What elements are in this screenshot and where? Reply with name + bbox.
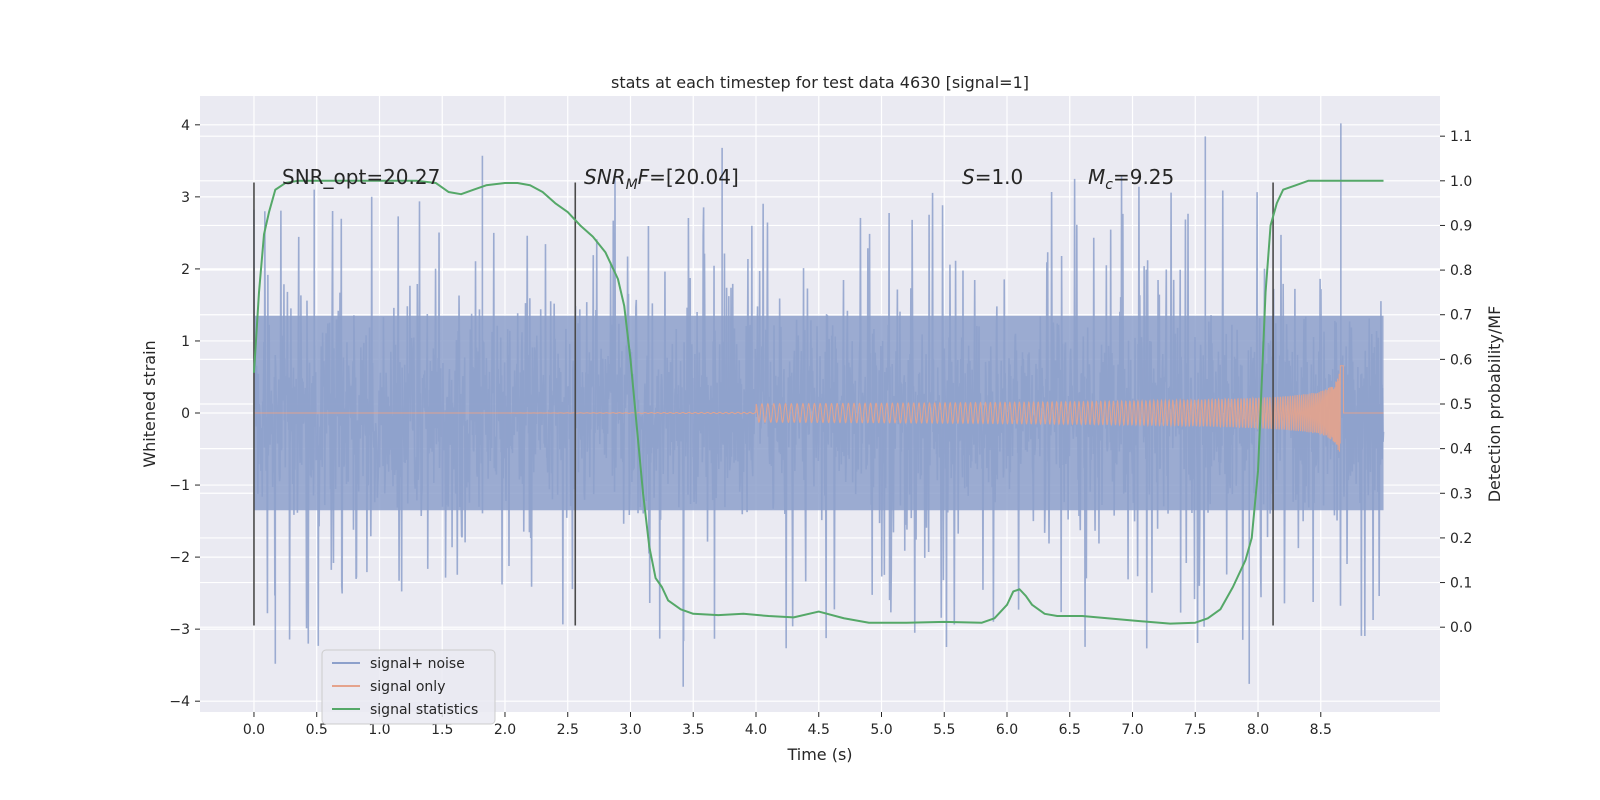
- y-right-tick-label: 0.2: [1450, 531, 1472, 547]
- annotation-snr-mf: SNRMF=[20.04]: [584, 165, 739, 193]
- x-tick-label: 0.0: [243, 722, 265, 738]
- y-left-tick-label: 0: [181, 406, 190, 422]
- y-left-tick-label: 4: [181, 118, 190, 134]
- y-left-tick-label: −2: [169, 550, 190, 566]
- x-tick-label: 0.5: [306, 722, 328, 738]
- x-tick-label: 7.0: [1121, 722, 1143, 738]
- y-left-tick-label: −4: [169, 694, 190, 710]
- tick-layer: 0.0 0.5 1.0 1.5 2.0 2.5 3.0 3.5 4.0 4.5 5.0 5.5 6.0 6…: [169, 118, 1472, 738]
- y-left-tick-label: −3: [169, 622, 190, 638]
- left-axis-label: Whitened strain: [140, 340, 159, 467]
- mc-base: M: [1088, 165, 1105, 189]
- x-tick-label: 1.5: [431, 722, 453, 738]
- x-tick-label: 3.5: [682, 722, 704, 738]
- x-tick-label: 7.5: [1184, 722, 1206, 738]
- y-right-tick-label: 1.0: [1450, 174, 1472, 190]
- y-right-tick-label: 0.8: [1450, 263, 1472, 279]
- y-right-tick-label: 0.7: [1450, 308, 1472, 324]
- signal-statistics-line: [252, 179, 1384, 625]
- x-tick-label: 4.5: [808, 722, 830, 738]
- y-right-tick-label: 0.5: [1450, 397, 1472, 413]
- y-right-tick-label: 0.1: [1450, 576, 1472, 592]
- annotation-mc: Mc=9.25: [1088, 165, 1174, 193]
- x-tick-label: 2.0: [494, 722, 516, 738]
- x-tick-label: 8.5: [1310, 722, 1332, 738]
- x-tick-label: 8.0: [1247, 722, 1269, 738]
- y-right-tick-label: 0.4: [1450, 442, 1472, 458]
- s-rest: =1.0: [975, 165, 1024, 189]
- x-tick-label: 1.0: [368, 722, 390, 738]
- snr-mf-rest: =[20.04]: [649, 165, 739, 189]
- y-left-tick-label: 2: [181, 262, 190, 278]
- legend-label-signal: signal only: [370, 679, 445, 695]
- snr-mf-sub: M: [626, 177, 638, 193]
- legend: signal+ noise signal only signal statist…: [321, 649, 496, 725]
- x-axis-label: Time (s): [786, 745, 852, 764]
- mc-sub: c: [1105, 177, 1113, 193]
- vertical-markers: [253, 182, 1274, 626]
- x-tick-label: 5.0: [870, 722, 892, 738]
- signal-only-series: [253, 365, 1384, 452]
- x-tick-label: 6.0: [996, 722, 1018, 738]
- x-tick-label: 5.5: [933, 722, 955, 738]
- legend-label-stats: signal statistics: [370, 702, 478, 718]
- legend-box: [321, 649, 496, 725]
- y-right-tick-label: 0.0: [1450, 620, 1472, 636]
- chart-title: stats at each timestep for test data 463…: [611, 73, 1029, 92]
- y-left-tick-label: 1: [181, 334, 190, 350]
- y-right-tick-label: 1.1: [1450, 129, 1472, 145]
- y-left-tick-label: −1: [169, 478, 190, 494]
- s-base: S: [962, 165, 975, 189]
- x-tick-label: 2.5: [557, 722, 579, 738]
- annotation-s: S=1.0: [962, 165, 1023, 189]
- y-right-tick-label: 0.9: [1450, 218, 1472, 234]
- x-tick-label: 6.5: [1059, 722, 1081, 738]
- y-right-tick-label: 0.6: [1450, 352, 1472, 368]
- right-axis-label: Detection probability/MF: [1485, 306, 1504, 503]
- y-left-tick-label: 3: [181, 190, 190, 206]
- y-right-tick-label: 0.3: [1450, 486, 1472, 502]
- x-tick-label: 3.0: [619, 722, 641, 738]
- signal-only-line: [253, 365, 1384, 452]
- mc-rest: =9.25: [1113, 165, 1174, 189]
- legend-label-noise: signal+ noise: [370, 656, 465, 672]
- snr-mf-base: SNR: [584, 165, 626, 189]
- snr-mf-rest-f: F: [638, 165, 650, 189]
- annotation-snr-opt: SNR_opt=20.27: [282, 165, 440, 189]
- x-tick-label: 4.0: [745, 722, 767, 738]
- signal-statistics-series: [252, 179, 1384, 625]
